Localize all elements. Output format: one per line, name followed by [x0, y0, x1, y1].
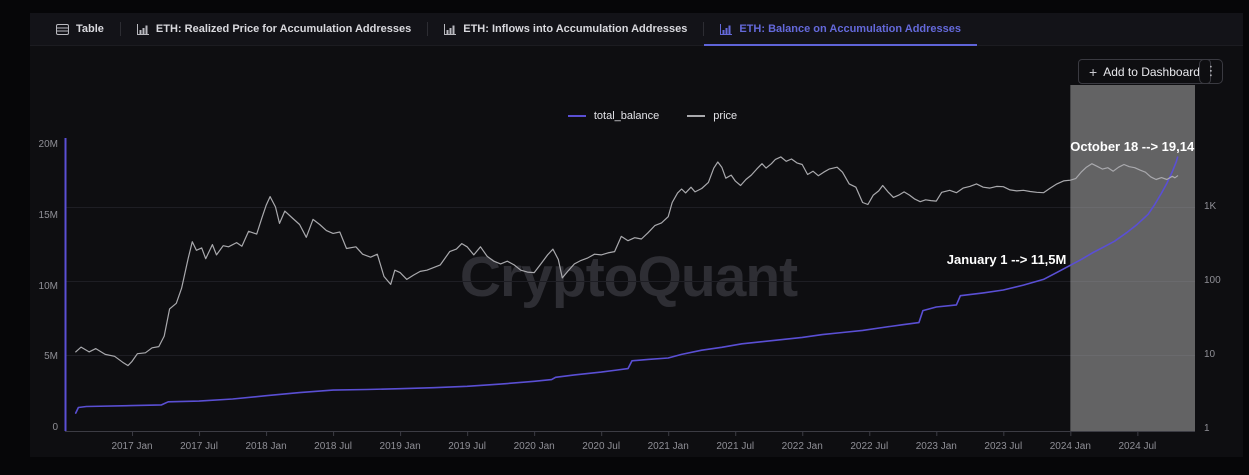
tab-label: Table [76, 23, 104, 35]
kebab-icon: ⋮ [1204, 64, 1218, 79]
legend-label: total_balance [593, 110, 660, 122]
tab-table[interactable]: Table [40, 13, 120, 45]
x-axis-tick-label: 2023 Jan [915, 441, 957, 452]
y-axis-left-tick-label: 10M [38, 280, 58, 292]
chart-legend: total_balance price [28, 110, 1249, 122]
series-line-total_balance [74, 156, 1179, 414]
tab-label: ETH: Inflows into Accumulation Addresses [463, 23, 688, 35]
y-axis-left-tick-label: 0 [52, 422, 58, 433]
tab-separator [427, 22, 429, 36]
y-axis-right-tick-label: 1K [1204, 201, 1217, 212]
add-to-dashboard-label: Add to Dashboard [1103, 64, 1200, 79]
legend-item-price[interactable]: price [687, 110, 737, 122]
x-axis-tick-label: 2024 Jan [1049, 441, 1091, 452]
more-options-button[interactable]: ⋮ [1199, 59, 1223, 84]
y-axis-left-tick-label: 20M [38, 139, 58, 150]
y-axis-left-tick-label: 15M [38, 209, 58, 221]
legend-label: price [713, 110, 738, 122]
y-axis-left-tick-label: 5M [44, 351, 58, 363]
x-axis-tick-label: 2022 Jan [781, 441, 823, 452]
legend-line-swatch [567, 115, 586, 117]
highlight-region [1070, 85, 1195, 431]
add-to-dashboard-button[interactable]: + Add to Dashboard [1078, 59, 1211, 84]
x-axis-tick-label: 2018 Jan [245, 441, 287, 452]
x-axis-tick-label: 2017 Jan [111, 441, 153, 452]
y-axis-right-tick-label: 1 [1204, 423, 1210, 434]
x-axis-tick-label: 2017 Jul [180, 441, 218, 452]
annotation: January 1 --> 11,5M [946, 252, 1067, 268]
bar-chart-icon [720, 23, 733, 35]
table-icon [56, 23, 69, 35]
tab-bar: Table ETH: Realized Price for Accumulatio… [30, 13, 1243, 46]
bar-chart-icon [136, 23, 149, 35]
x-axis-tick-label: 2020 Jul [582, 441, 621, 452]
tab-separator [119, 22, 121, 36]
y-axis-right-tick-label: 100 [1204, 275, 1221, 286]
watermark: CryptoQuant [459, 245, 798, 309]
tab-label: ETH: Realized Price for Accumulation Add… [155, 23, 412, 35]
tab-eth-realized-price-for-accumulation-addresses[interactable]: ETH: Realized Price for Accumulation Add… [121, 13, 427, 45]
tab-separator [703, 22, 705, 36]
x-axis-tick-label: 2019 Jan [379, 441, 421, 452]
y-axis-right-tick-label: 10 [1204, 349, 1216, 360]
legend-item-total_balance[interactable]: total_balance [567, 110, 660, 122]
x-axis-tick-label: 2021 Jul [716, 441, 755, 452]
tab-label: ETH: Balance on Accumulation Addresses [739, 23, 962, 35]
tab-eth-inflows-into-accumulation-addresses[interactable]: ETH: Inflows into Accumulation Addresses [428, 13, 703, 45]
x-axis-tick-label: 2020 Jan [513, 441, 555, 452]
bar-chart-icon [444, 23, 457, 35]
plus-icon: + [1089, 63, 1098, 80]
tab-eth-balance-on-accumulation-addresses[interactable]: ETH: Balance on Accumulation Addresses [704, 13, 977, 46]
x-axis-tick-label: 2022 Jul [850, 441, 889, 452]
chart-panel: Table ETH: Realized Price for Accumulatio… [30, 13, 1243, 457]
x-axis-tick-label: 2023 Jul [984, 441, 1023, 452]
legend-line-swatch [687, 115, 706, 117]
x-axis-tick-label: 2021 Jan [647, 441, 689, 452]
x-axis-tick-label: 2019 Jul [448, 441, 487, 452]
x-axis-tick-label: 2024 Jul [1118, 441, 1157, 452]
annotation: October 18 --> 19,14 [1070, 139, 1195, 155]
series-line-price [75, 156, 1179, 367]
x-axis-tick-label: 2018 Jul [314, 441, 352, 452]
